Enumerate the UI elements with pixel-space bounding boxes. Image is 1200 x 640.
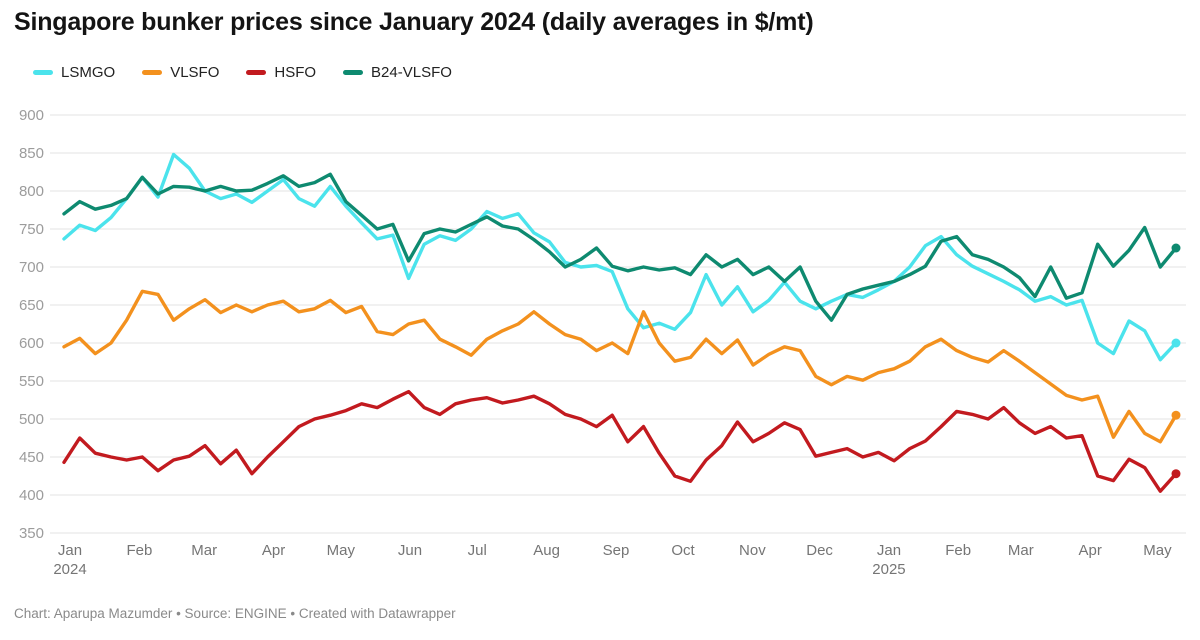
end-dot-vlsfo [1171, 410, 1181, 420]
x-axis-label-Jun: Jun [398, 542, 422, 559]
x-axis-label-Apr: Apr [1079, 542, 1102, 559]
end-dot-hsfo [1171, 469, 1181, 479]
x-axis-label-Feb: Feb [126, 542, 152, 559]
legend-swatch-icon [33, 70, 53, 75]
y-axis-label-450: 450 [19, 449, 44, 466]
x-axis-label-Apr: Apr [262, 542, 285, 559]
legend-label: HSFO [274, 64, 317, 81]
legend-swatch-icon [343, 70, 364, 75]
series-line-lsmgo [62, 152, 1178, 362]
y-axis-label-500: 500 [19, 411, 44, 428]
legend-item-b24-vlsfo: B24-VLSFO [343, 64, 452, 81]
page-title: Singapore bunker prices since January 20… [14, 8, 814, 36]
x-axis-label-Oct: Oct [671, 542, 695, 559]
end-dot-lsmgo [1171, 338, 1181, 348]
series-line-vlsfo [62, 289, 1178, 444]
y-axis-label-800: 800 [19, 183, 44, 200]
x-axis-label-Jul: Jul [468, 542, 487, 559]
end-dot-b24-vlsfo [1171, 243, 1181, 253]
x-axis-label-May: May [1143, 542, 1172, 559]
legend-swatch-icon [142, 70, 163, 75]
y-axis-label-600: 600 [19, 335, 44, 352]
y-axis-label-700: 700 [19, 259, 44, 276]
x-axis-label-Jan2024: Jan [58, 542, 82, 559]
x-axis-label-Mar: Mar [1008, 542, 1034, 559]
legend-item-lsmgo: LSMGO [33, 64, 115, 81]
series-line-b24-vlsfo [62, 172, 1178, 322]
legend: LSMGO VLSFO HSFO B24-VLSFO [33, 64, 452, 81]
series-line-hsfo [62, 389, 1178, 493]
chart-credit: Chart: Aparupa Mazumder • Source: ENGINE… [14, 606, 456, 621]
legend-label: B24-VLSFO [371, 64, 452, 81]
y-axis-label-400: 400 [19, 487, 44, 504]
x-axis-label-Sep: Sep [603, 542, 630, 559]
x-axis-label-Feb: Feb [945, 542, 971, 559]
y-axis-label-850: 850 [19, 145, 44, 162]
y-axis-label-650: 650 [19, 297, 44, 314]
x-axis-label-Jan2025: Jan [877, 542, 901, 559]
legend-item-hsfo: HSFO [246, 64, 316, 81]
legend-label: VLSFO [170, 64, 220, 81]
x-axis-label-Dec: Dec [806, 542, 833, 559]
y-axis-label-350: 350 [19, 525, 44, 542]
legend-label: LSMGO [61, 64, 116, 81]
x-axis-label-Nov: Nov [739, 542, 766, 559]
x-axis-year-label: 2024 [53, 561, 86, 578]
legend-item-vlsfo: VLSFO [142, 64, 219, 81]
x-axis-year-label: 2025 [872, 561, 905, 578]
y-axis-label-750: 750 [19, 221, 44, 238]
x-axis-label-May: May [327, 542, 356, 559]
legend-swatch-icon [246, 70, 267, 75]
y-axis-label-550: 550 [19, 373, 44, 390]
x-axis-label-Mar: Mar [191, 542, 217, 559]
x-axis-label-Aug: Aug [533, 542, 560, 559]
y-axis-label-900: 900 [19, 107, 44, 124]
